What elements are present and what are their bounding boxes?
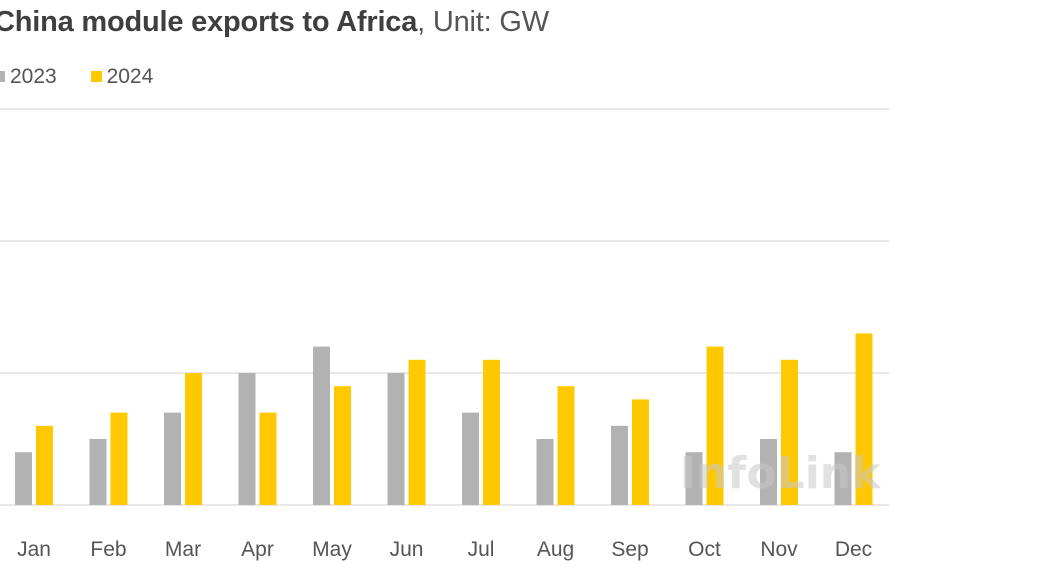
x-tick-label-nov: Nov [760,538,798,561]
x-tick-label-jul: Jul [468,538,495,561]
legend-label-2023: 2023 [10,64,57,88]
bar-2023-apr [238,373,256,505]
bar-2024-jun [408,359,426,505]
x-tick-label-dec: Dec [835,538,872,561]
bar-2024-may [334,386,351,505]
chart-title-main: China module exports to Africa [0,6,418,38]
x-tick-label-feb: Feb [90,538,126,561]
bar-2023-aug [536,439,554,505]
bar-2023-jan [15,452,32,505]
bar-2023-oct [685,452,703,505]
x-tick-label-jun: Jun [390,538,424,561]
bar-2024-mar [185,373,202,505]
bar-2024-aug [557,386,575,505]
legend-swatch-2024 [90,71,102,82]
bar-2023-jun [387,373,405,505]
x-tick-label-oct: Oct [688,538,721,561]
x-tick-label-jan: Jan [17,538,51,561]
legend-item-2023: 2023 [0,65,57,89]
bar-2024-feb [110,412,128,505]
chart-title-unit: , Unit: GW [417,6,549,38]
legend-swatch-2023 [0,71,5,82]
bar-2023-feb [89,439,107,505]
bar-2023-jul [462,412,479,505]
watermark-logo: InfoLink [680,448,883,499]
bar-2023-nov [760,439,777,505]
bar-2024-jan [36,425,53,505]
bar-2023-sep [611,425,628,505]
bar-2023-may [313,346,330,505]
x-tick-label-apr: Apr [241,538,274,561]
x-tick-label-may: May [312,538,352,561]
x-tick-label-sep: Sep [611,538,648,561]
bar-2024-dec [855,333,873,505]
bar-2023-dec [834,452,852,505]
bar-2024-nov [781,359,798,505]
chart-title: China module exports to Africa, Unit: GW [0,6,549,39]
legend: 2023 2024 [0,64,181,89]
bar-2024-sep [632,399,649,505]
bar-2023-mar [164,412,181,505]
legend-item-2024: 2024 [90,64,154,89]
bar-2024-apr [259,412,277,505]
legend-label-2024: 2024 [106,64,154,88]
x-tick-label-mar: Mar [165,538,201,561]
bar-2024-jul [483,359,500,505]
bar-2024-oct [706,346,724,505]
x-tick-label-aug: Aug [537,538,574,561]
